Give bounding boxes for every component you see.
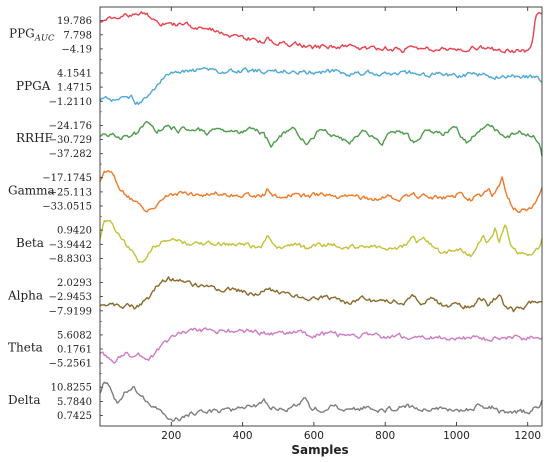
y-tick-label: −7.9199 — [49, 306, 92, 317]
panel-label: PPGAUC — [9, 26, 55, 43]
y-tick-label: −2.9453 — [49, 292, 92, 303]
series-line-theta — [99, 327, 543, 364]
panel-label: Delta — [8, 393, 41, 407]
y-tick-label: −8.8303 — [49, 254, 92, 265]
x-tick-label: 1000 — [443, 430, 470, 442]
panel-label: RRHF — [16, 131, 53, 145]
series-line-beta — [99, 219, 543, 263]
series-line-gamma — [99, 170, 543, 214]
y-tick-label: −17.1745 — [42, 173, 92, 184]
panel-alpha: Alpha 2.0293 −2.9453 −7.9199 — [7, 268, 543, 317]
y-tick-label: 0.9420 — [57, 226, 92, 237]
y-tick-label: −4.19 — [61, 44, 92, 55]
y-tick-label: 4.1541 — [57, 69, 92, 80]
x-axis-label: Samples — [291, 443, 348, 457]
panel-rrhf: RRHF−24.176 −30.729 −37.282 — [16, 111, 543, 160]
panel-ppga: PPGA 4.1541 1.4715 −1.2110 — [16, 59, 543, 108]
y-tick-label: −3.9442 — [49, 240, 92, 251]
y-tick-label: −30.729 — [49, 135, 92, 146]
series-line-rrhf — [99, 120, 543, 157]
y-tick-label: 7.798 — [63, 30, 92, 41]
panel-beta: Beta 0.9420 −3.9442 −8.8303 — [16, 216, 543, 265]
y-tick-label: −25.113 — [49, 187, 92, 198]
x-tick-label: 800 — [375, 430, 395, 442]
y-tick-label: 0.1761 — [57, 345, 92, 356]
x-tick-label: 200 — [161, 430, 181, 442]
series-line-ppga — [99, 66, 543, 106]
panel-theta: Theta 5.6082 0.1761 −5.2561 — [8, 320, 543, 370]
y-tick-label: 0.7425 — [57, 411, 92, 422]
panel-label: Alpha — [7, 288, 43, 302]
y-tick-label: 10.8255 — [51, 383, 92, 394]
x-tick-label: 400 — [233, 430, 253, 442]
y-tick-label: 1.4715 — [57, 83, 92, 94]
panel-label: Gamma — [8, 184, 55, 198]
x-tick-label: 1200 — [514, 430, 541, 442]
panel-label: Theta — [8, 341, 43, 355]
y-tick-label: −33.0515 — [42, 202, 92, 213]
panel-delta: Delta 10.8255 5.7840 0.7425 — [8, 373, 543, 422]
y-tick-label: 5.6082 — [57, 330, 92, 341]
x-tick-label: 600 — [304, 430, 324, 442]
panel-label: PPGA — [16, 79, 51, 93]
y-tick-label: −24.176 — [49, 121, 92, 132]
y-tick-label: −37.282 — [49, 149, 92, 160]
y-tick-label: −5.2561 — [49, 359, 92, 370]
series-line-ppg — [99, 11, 543, 54]
panel-label: Beta — [16, 236, 44, 250]
panel-gamma: Gamma−17.1745 −25.113 −33.0515 — [8, 163, 543, 214]
series-line-delta — [99, 381, 543, 422]
plot-frame — [99, 6, 543, 427]
y-tick-label: −1.2110 — [49, 97, 92, 108]
y-tick-label: 5.7840 — [57, 397, 92, 408]
y-tick-label: 2.0293 — [57, 278, 92, 289]
series-line-alpha — [99, 276, 543, 313]
y-tick-label: 19.786 — [57, 16, 92, 27]
